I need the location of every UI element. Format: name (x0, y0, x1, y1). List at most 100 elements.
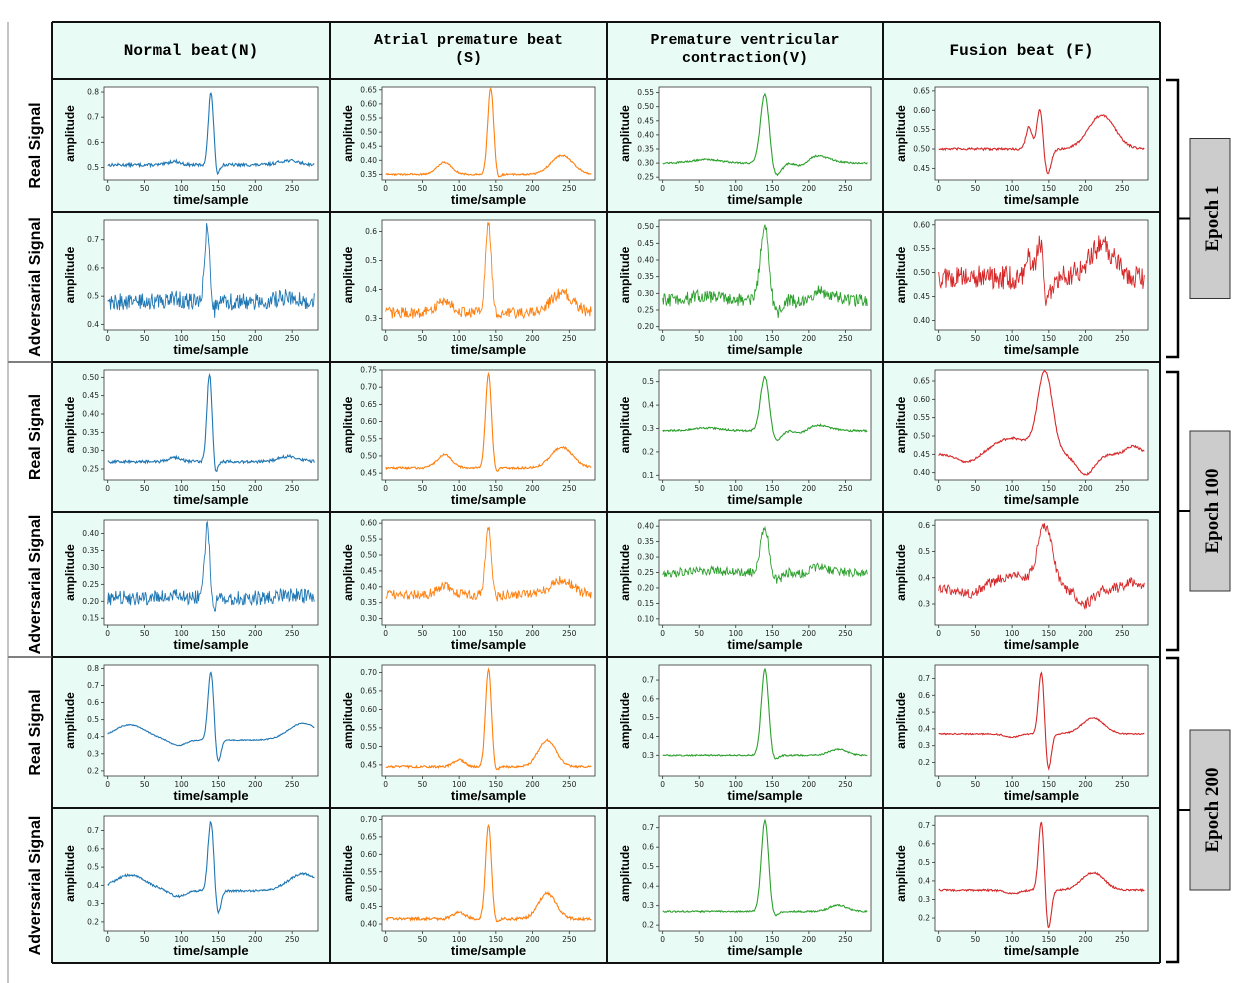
y-tick-label: 0.3 (918, 741, 930, 750)
y-tick-label: 0.7 (918, 821, 930, 830)
chart-panel: 0 50 100 150 200 250 0.25 0.30 0.35 0.40 0.45 0.50 0… (618, 86, 872, 207)
plot-area (103, 815, 319, 932)
y-axis-label: amplitude (618, 246, 632, 303)
y-tick-label: 0.6 (918, 521, 930, 530)
y-tick-label: 0.50 (913, 145, 930, 154)
chart-panel: 0 50 100 150 200 250 0.2 0.3 0.4 0.5 0.6 0.7 time/sa… (618, 815, 872, 958)
y-tick-label: 0.50 (360, 885, 377, 894)
epoch-box-bg (1189, 138, 1231, 299)
x-tick-label: 50 (694, 935, 704, 944)
plot-area (934, 519, 1149, 626)
y-tick-label: 0.25 (637, 568, 654, 577)
y-tick-label: 0.65 (913, 86, 930, 95)
x-tick-label: 250 (1115, 334, 1130, 343)
row-label-real: Real Signal (27, 102, 44, 188)
x-tick-label: 0 (105, 629, 110, 638)
plot-area (381, 519, 596, 626)
x-tick-label: 250 (1115, 935, 1130, 944)
series-line (107, 223, 315, 318)
y-tick-label: 0.6 (918, 691, 930, 700)
x-tick-label: 200 (1078, 780, 1093, 789)
y-tick-label: 0.7 (87, 235, 99, 244)
y-tick-label: 0.40 (637, 130, 654, 139)
x-tick-label: 200 (248, 780, 263, 789)
x-tick-label: 0 (105, 484, 110, 493)
y-tick-label: 0.6 (87, 138, 99, 147)
x-axis-label: time/sample (1004, 943, 1079, 958)
series-line (107, 820, 315, 915)
x-tick-label: 200 (802, 629, 817, 638)
epoch-label: Epoch 200 (1202, 768, 1223, 853)
x-tick-label: 150 (211, 184, 226, 193)
y-tick-label: 0.50 (360, 128, 377, 137)
x-tick-label: 200 (525, 484, 540, 493)
y-tick-label: 0.45 (360, 469, 377, 478)
x-axis-label: time/sample (173, 788, 248, 803)
chart-panel: 0 50 100 150 200 250 0.2 0.3 0.4 0.5 0.6 0.7 0.8 time… (63, 664, 319, 803)
y-axis-label: amplitude (618, 105, 632, 162)
x-tick-label: 150 (1042, 780, 1057, 789)
y-tick-label: 0.7 (87, 826, 99, 835)
x-tick-label: 100 (452, 935, 467, 944)
y-tick-label: 0.60 (360, 99, 377, 108)
x-tick-label: 0 (660, 484, 665, 493)
y-tick-label: 0.55 (913, 413, 930, 422)
y-axis-label: amplitude (894, 246, 908, 303)
y-tick-label: 0.55 (913, 125, 930, 134)
series-line (938, 235, 1145, 306)
y-axis-label: amplitude (341, 246, 355, 303)
series-line (385, 526, 592, 602)
y-tick-label: 0.30 (360, 614, 377, 623)
y-tick-label: 0.6 (87, 263, 99, 272)
y-axis-label: amplitude (341, 105, 355, 162)
y-tick-label: 0.35 (637, 272, 654, 281)
y-tick-label: 0.4 (87, 881, 99, 890)
x-tick-label: 50 (971, 935, 981, 944)
chart-panel: 0 50 100 150 200 250 0.2 0.3 0.4 0.5 0.6 0.7 time/sa… (894, 664, 1149, 803)
chart-panel: 0 50 100 150 200 250 0.30 0.35 0.40 0.45 0.50 0.55 0… (341, 519, 596, 652)
y-tick-label: 0.40 (913, 468, 930, 477)
x-tick-label: 0 (936, 334, 941, 343)
y-tick-label: 0.3 (918, 600, 930, 609)
y-axis-label: amplitude (894, 105, 908, 162)
y-tick-label: 0.40 (360, 582, 377, 591)
x-tick-label: 100 (174, 935, 189, 944)
x-tick-label: 250 (285, 780, 300, 789)
x-axis-label: time/sample (173, 342, 248, 357)
x-tick-label: 50 (694, 334, 704, 343)
y-tick-label: 0.60 (360, 850, 377, 859)
x-tick-label: 150 (765, 184, 780, 193)
chart-panel: 0 50 100 150 200 250 0.40 0.45 0.50 0.55 0.60 0.65 t… (894, 369, 1149, 507)
x-tick-label: 100 (729, 184, 744, 193)
chart-panel: 0 50 100 150 200 250 0.1 0.2 0.3 0.4 0.5 time/sampl… (618, 369, 872, 507)
x-tick-label: 250 (285, 484, 300, 493)
y-axis-label: amplitude (894, 845, 908, 902)
x-tick-label: 0 (660, 935, 665, 944)
x-axis-label: time/sample (173, 492, 248, 507)
x-tick-label: 250 (562, 629, 577, 638)
plot-area (658, 815, 872, 932)
x-tick-label: 200 (525, 935, 540, 944)
row-label-real: Real Signal (27, 689, 44, 775)
x-tick-label: 200 (525, 184, 540, 193)
plot-area (103, 219, 319, 331)
series-line (385, 87, 592, 178)
plot-area (103, 664, 319, 777)
x-tick-label: 50 (971, 184, 981, 193)
series-line (107, 671, 315, 763)
plot-area (658, 519, 872, 626)
x-tick-label: 50 (418, 484, 428, 493)
y-tick-label: 0.25 (82, 580, 99, 589)
y-axis-label: amplitude (618, 692, 632, 749)
series-line (385, 222, 592, 320)
plot-area (934, 664, 1149, 777)
y-tick-label: 0.4 (918, 573, 930, 582)
y-axis-label: amplitude (341, 396, 355, 453)
x-tick-label: 150 (1042, 629, 1057, 638)
chart-panel: 0 50 100 150 200 250 0.40 0.45 0.50 0.55 0.60 0.65 0… (341, 815, 596, 958)
y-axis-label: amplitude (894, 396, 908, 453)
x-tick-label: 100 (452, 334, 467, 343)
x-tick-label: 250 (838, 935, 853, 944)
x-tick-label: 150 (211, 629, 226, 638)
